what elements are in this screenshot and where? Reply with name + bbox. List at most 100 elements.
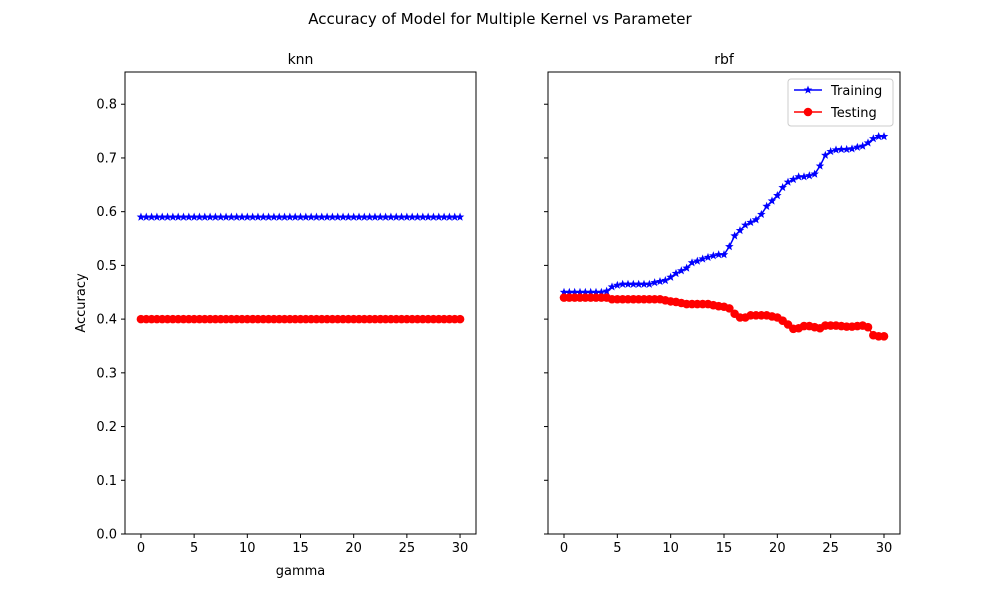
y-tick-label: 0.1	[96, 474, 117, 489]
data-point	[136, 212, 146, 221]
data-point	[248, 212, 257, 221]
data-point	[445, 212, 454, 221]
data-point	[613, 280, 622, 289]
data-point	[762, 201, 771, 210]
data-point	[698, 254, 707, 263]
y-tick-label: 0.7	[96, 151, 117, 166]
data-point	[280, 212, 289, 221]
data-point	[402, 212, 412, 221]
data-point	[397, 212, 406, 221]
plot-frame	[124, 71, 477, 535]
data-point	[221, 212, 231, 221]
data-point	[874, 131, 883, 141]
data-point	[581, 287, 590, 296]
data-point	[842, 144, 851, 153]
data-point	[375, 212, 385, 221]
x-tick-label: 15	[716, 541, 733, 556]
data-point	[826, 147, 835, 156]
legend: Training Testing	[787, 78, 894, 127]
data-point	[709, 251, 718, 260]
subplot-rbf: rbf 0 5 10 15 20 25 30 Training Testing	[544, 52, 901, 556]
data-point	[333, 212, 343, 221]
legend-training-marker	[803, 85, 813, 94]
x-axis-label: gamma	[276, 564, 326, 579]
legend-training-label: Training	[830, 84, 882, 99]
data-point	[381, 212, 390, 221]
data-point	[189, 212, 199, 221]
data-point	[360, 212, 369, 221]
series-layer	[136, 212, 465, 324]
data-point	[805, 171, 814, 180]
data-point	[455, 212, 465, 221]
data-point	[714, 250, 723, 259]
data-point	[157, 212, 167, 221]
data-point	[200, 212, 210, 221]
data-point	[687, 258, 697, 267]
data-point	[799, 172, 809, 181]
data-point	[666, 272, 675, 281]
data-point	[778, 183, 787, 192]
data-point	[285, 212, 295, 221]
data-point	[735, 225, 745, 235]
data-point	[269, 212, 279, 221]
data-point	[703, 252, 713, 261]
data-point	[147, 212, 156, 221]
data-point	[591, 287, 601, 296]
data-point	[370, 212, 380, 221]
data-point	[618, 279, 627, 288]
y-tick-label: 0.2	[96, 420, 117, 435]
data-point	[655, 277, 665, 286]
data-point	[386, 212, 396, 221]
x-tick-label: 0	[137, 541, 145, 556]
data-point	[767, 196, 777, 205]
data-point	[597, 287, 606, 296]
data-point	[322, 212, 332, 221]
data-point	[757, 209, 766, 218]
data-point	[725, 304, 734, 313]
data-point	[264, 212, 273, 221]
data-point	[725, 242, 734, 251]
x-tick-label: 0	[560, 541, 568, 556]
data-point	[312, 212, 321, 221]
data-point	[586, 287, 595, 296]
data-point	[677, 266, 686, 275]
y-axis-label: Accuracy	[74, 273, 89, 333]
data-point	[693, 256, 702, 265]
data-point	[290, 212, 300, 221]
data-point	[365, 212, 374, 221]
data-point	[258, 212, 268, 221]
data-point	[243, 212, 252, 221]
data-point	[439, 212, 449, 221]
data-point	[211, 212, 220, 221]
data-point	[344, 212, 353, 221]
data-point	[858, 141, 867, 150]
data-point	[338, 212, 348, 221]
data-point	[719, 250, 729, 259]
data-point	[789, 174, 798, 184]
subplot-title: knn	[288, 52, 314, 68]
data-point	[296, 212, 305, 221]
data-point	[163, 212, 172, 221]
x-tick-label: 20	[345, 541, 362, 556]
data-point	[645, 279, 654, 288]
y-tick-label: 0.8	[96, 98, 117, 113]
data-point	[810, 169, 819, 178]
data-point	[661, 275, 670, 285]
x-tick-label: 30	[452, 541, 469, 556]
data-point	[671, 268, 681, 278]
data-point	[575, 287, 585, 296]
data-point	[253, 212, 263, 221]
data-point	[301, 212, 311, 221]
data-point	[607, 282, 617, 291]
data-point	[879, 332, 889, 341]
data-point	[418, 212, 428, 221]
data-point	[794, 172, 803, 181]
data-point	[746, 217, 755, 227]
data-point	[821, 150, 830, 159]
x-tick-label: 5	[190, 541, 198, 556]
data-point	[184, 212, 194, 221]
data-point	[152, 212, 162, 221]
data-point	[407, 212, 417, 221]
data-point	[773, 191, 782, 200]
